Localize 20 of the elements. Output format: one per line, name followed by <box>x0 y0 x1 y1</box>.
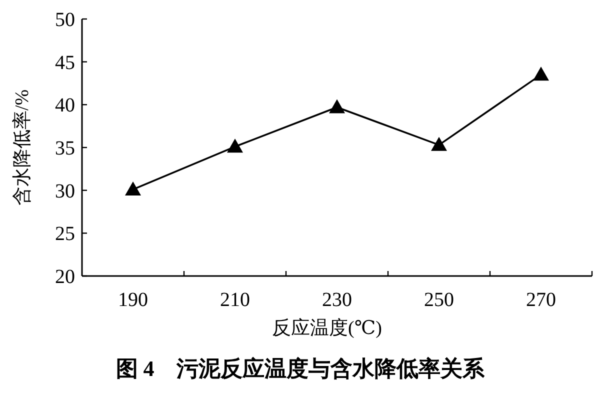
x-axis-title: 反应温度(℃) <box>272 317 382 339</box>
point <box>533 66 549 81</box>
x-tick-label: 230 <box>322 289 352 311</box>
y-tick-label: 45 <box>55 52 75 74</box>
y-tick-label: 50 <box>55 9 75 31</box>
y-tick-label: 25 <box>55 223 75 246</box>
point <box>125 181 141 196</box>
y-axis-title: 含水降低率/% <box>11 89 33 206</box>
y-tick-label: 20 <box>55 266 75 288</box>
point <box>329 99 345 114</box>
y-tick-label: 30 <box>55 180 75 202</box>
x-tick-label: 250 <box>424 289 454 311</box>
point <box>431 136 447 151</box>
x-tick-label: 210 <box>220 289 250 311</box>
point <box>227 138 243 153</box>
y-tick-label: 35 <box>55 138 75 160</box>
text: 图 4 污泥反应温度与含水降低率关系 <box>116 356 486 381</box>
x-tick-label: 270 <box>526 289 556 311</box>
y-tick-label: 40 <box>55 94 75 117</box>
x-tick-label: 190 <box>118 289 148 311</box>
